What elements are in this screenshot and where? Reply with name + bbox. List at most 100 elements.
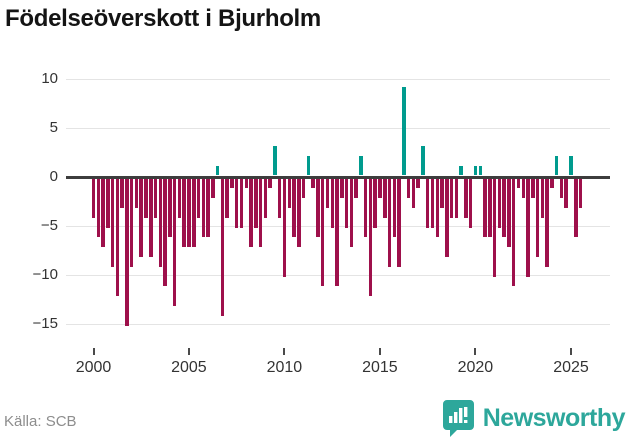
bar-2005-Q3 — [196, 178, 201, 218]
bar-2001-Q2 — [115, 178, 120, 297]
x-axis-label-2020: 2020 — [457, 359, 494, 376]
bar-2016-Q1 — [397, 178, 401, 267]
bar-2011-Q4 — [316, 178, 320, 238]
bar-2005-Q2 — [192, 178, 196, 248]
bar-2013-Q4 — [354, 178, 358, 199]
bar-2019-Q2 — [459, 165, 463, 176]
bar-2002-Q1 — [129, 178, 134, 267]
bar-2011-Q1 — [301, 178, 306, 199]
y-axis-label-minus15: −15 — [32, 315, 58, 332]
bar-2009-Q4 — [277, 178, 282, 218]
bar-2013-Q3 — [349, 178, 354, 248]
bar-2022-Q2 — [516, 178, 521, 189]
y-axis-label-minus10: −10 — [32, 266, 58, 283]
bar-2008-Q1 — [244, 178, 248, 189]
bar-2002-Q4 — [144, 178, 148, 218]
newsworthy-logo: Newsworthy — [442, 399, 626, 437]
y-axis-label-minus5: −5 — [40, 217, 58, 234]
bar-2017-Q1 — [416, 178, 420, 189]
bar-2016-Q4 — [411, 178, 416, 208]
bar-2012-Q3 — [330, 178, 334, 228]
bar-2023-Q2 — [535, 178, 540, 257]
bar-2005-Q1 — [187, 178, 191, 248]
bar-2025-Q1 — [569, 155, 573, 176]
bar-2022-Q3 — [521, 178, 525, 199]
bar-2016-Q3 — [406, 178, 411, 199]
bar-2001-Q3 — [120, 178, 124, 208]
bar-2024-Q1 — [550, 178, 554, 189]
bar-2025-Q3 — [578, 178, 583, 208]
bar-2013-Q2 — [344, 178, 349, 228]
x-axis-label-2010: 2010 — [266, 359, 303, 376]
bar-2011-Q3 — [311, 178, 315, 189]
bar-2015-Q2 — [383, 178, 387, 218]
bar-2004-Q3 — [177, 178, 182, 218]
bar-2006-Q4 — [220, 178, 225, 316]
bar-2008-Q3 — [254, 178, 258, 228]
bar-2024-Q2 — [554, 155, 559, 176]
bar-2003-Q3 — [158, 178, 163, 267]
bar-2003-Q2 — [153, 178, 158, 218]
bar-2022-Q4 — [526, 178, 530, 277]
bar-2002-Q2 — [134, 178, 139, 208]
bar-2024-Q3 — [559, 178, 564, 199]
x-axis-tick-2020 — [474, 348, 477, 355]
bar-2005-Q4 — [201, 178, 205, 238]
bar-2018-Q2 — [440, 178, 444, 208]
bar-2013-Q1 — [340, 178, 344, 199]
bar-2021-Q2 — [497, 178, 502, 228]
bar-2000-Q3 — [101, 178, 105, 248]
bar-2021-Q1 — [492, 178, 497, 277]
bar-2023-Q1 — [531, 178, 535, 199]
bar-2010-Q3 — [292, 178, 296, 238]
x-axis-tick-2000 — [92, 348, 95, 355]
bar-2020-Q1 — [473, 165, 478, 176]
y-axis-label-10: 10 — [41, 70, 58, 87]
bar-2016-Q2 — [402, 87, 406, 176]
bar-2009-Q3 — [273, 146, 277, 176]
bar-2001-Q4 — [125, 178, 129, 326]
bar-2008-Q2 — [249, 178, 253, 248]
bar-2010-Q2 — [287, 178, 291, 208]
source-label: Källa: SCB — [4, 413, 77, 430]
y-axis-label-0: 0 — [49, 168, 58, 185]
bar-2020-Q4 — [488, 178, 492, 238]
bar-2003-Q4 — [163, 178, 167, 287]
bar-2007-Q4 — [239, 178, 244, 228]
y-axis-label-5: 5 — [49, 119, 58, 136]
bar-2010-Q1 — [282, 178, 287, 277]
bar-2006-Q2 — [211, 178, 215, 199]
bar-2017-Q4 — [430, 178, 435, 228]
bar-2023-Q4 — [545, 178, 549, 267]
bar-2018-Q1 — [435, 178, 439, 238]
bar-2001-Q1 — [110, 178, 115, 267]
x-axis-label-2025: 2025 — [553, 359, 589, 376]
bar-2008-Q4 — [258, 178, 263, 248]
bar-2009-Q2 — [268, 178, 272, 189]
bar-2015-Q1 — [378, 178, 382, 199]
bar-2006-Q3 — [215, 165, 220, 176]
bar-2014-Q2 — [363, 178, 368, 238]
bar-2010-Q4 — [297, 178, 301, 248]
bar-2017-Q3 — [425, 178, 430, 228]
bar-2017-Q2 — [421, 146, 425, 176]
bar-2002-Q3 — [139, 178, 143, 257]
zero-axis-line — [66, 175, 610, 179]
bar-2020-Q2 — [478, 165, 482, 176]
bar-2019-Q1 — [454, 178, 459, 218]
bar-2015-Q4 — [392, 178, 396, 238]
bar-2009-Q1 — [263, 178, 268, 218]
bar-2014-Q1 — [359, 155, 363, 176]
gridline-10 — [66, 79, 610, 80]
bar-2019-Q4 — [468, 178, 473, 228]
bar-2007-Q2 — [230, 178, 234, 189]
bar-2000-Q4 — [106, 178, 110, 228]
bar-2007-Q3 — [234, 178, 239, 228]
bar-2014-Q4 — [373, 178, 377, 228]
newsworthy-wordmark: Newsworthy — [482, 403, 626, 432]
x-axis-label-2005: 2005 — [171, 359, 207, 376]
bar-2023-Q3 — [540, 178, 545, 218]
x-axis-tick-2025 — [570, 348, 572, 355]
bar-2004-Q1 — [168, 178, 172, 238]
